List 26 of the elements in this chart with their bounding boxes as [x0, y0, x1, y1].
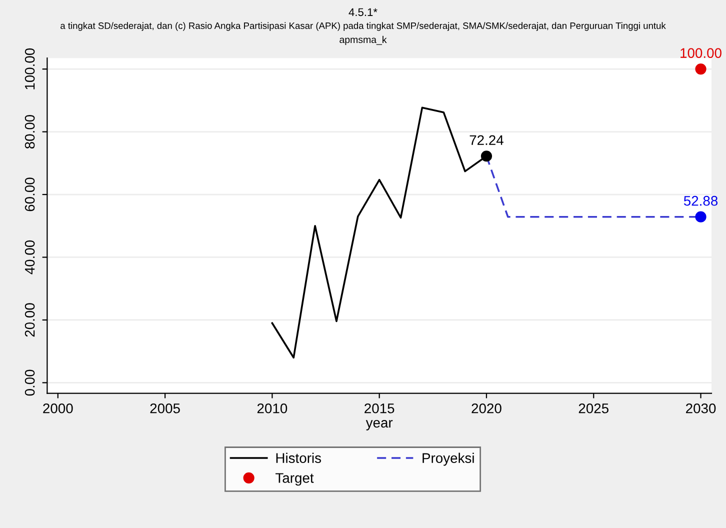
- x-tick-label: 2000: [43, 403, 73, 414]
- y-tick-label: 60.00: [24, 178, 35, 212]
- y-tick-label: 0.00: [24, 370, 35, 396]
- point: [480, 150, 492, 162]
- y-tick-label: 80.00: [24, 114, 35, 149]
- chart-title: 4.5.1*: [348, 8, 378, 16]
- data-label: 72.24: [470, 135, 504, 145]
- x-tick-label: 2025: [578, 403, 608, 414]
- data-label: 100.00: [680, 48, 722, 58]
- x-tick-label: 2030: [686, 403, 716, 414]
- x-axis-title: year: [366, 420, 393, 430]
- legend-label: Target: [276, 473, 314, 486]
- legend-label: Historis: [276, 452, 322, 463]
- legend-label: Proyeksi: [422, 452, 474, 466]
- y-tick-label: 40.00: [24, 240, 35, 274]
- x-tick-label: 2005: [150, 403, 180, 414]
- x-tick-label: 2015: [364, 403, 394, 414]
- chart-subtitle: a tingkat SD/sederajat, dan (c) Rasio Angka Partisipasi Kasar (APK) pada tingkat SMP/sederajat, SMA/SMK/sederajat, dan Perguruan Tinggi untuk: [60, 22, 666, 31]
- data-label: 52.88: [684, 196, 718, 206]
- x-tick-label: 2020: [472, 403, 502, 414]
- y-tick-label: 20.00: [24, 303, 35, 337]
- point: [695, 211, 706, 222]
- y-tick-label: 100.00: [24, 48, 35, 90]
- text: apmsma_k: [340, 36, 387, 45]
- point: [695, 63, 706, 75]
- x-tick-label: 2010: [257, 403, 288, 414]
